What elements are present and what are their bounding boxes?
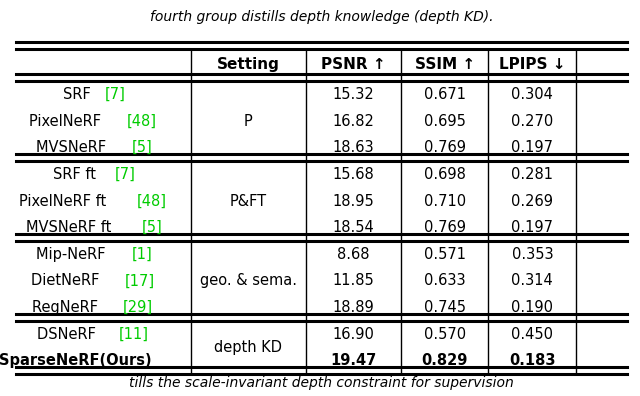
Text: [29]: [29] [124, 300, 154, 315]
Text: depth KD: depth KD [214, 340, 282, 355]
Text: RegNeRF: RegNeRF [33, 300, 103, 315]
Text: DietNeRF: DietNeRF [31, 274, 104, 288]
Text: [7]: [7] [104, 87, 125, 102]
Text: Mip-NeRF: Mip-NeRF [36, 247, 110, 262]
Text: MVSNeRF: MVSNeRF [36, 140, 111, 155]
Text: PixelNeRF: PixelNeRF [29, 114, 106, 129]
Text: SSIM ↑: SSIM ↑ [415, 57, 475, 72]
Text: 0.353: 0.353 [511, 247, 553, 262]
Text: [17]: [17] [125, 274, 155, 288]
Text: 0.314: 0.314 [511, 274, 553, 288]
Text: [7]: [7] [115, 167, 135, 182]
Text: 15.32: 15.32 [332, 87, 374, 102]
Text: 0.304: 0.304 [511, 87, 553, 102]
Text: 0.829: 0.829 [422, 353, 468, 368]
Text: LPIPS ↓: LPIPS ↓ [499, 57, 566, 72]
Text: 0.450: 0.450 [511, 327, 554, 342]
Text: Setting: Setting [217, 57, 280, 72]
Text: PixelNeRF ft: PixelNeRF ft [19, 194, 111, 209]
Text: 0.190: 0.190 [511, 300, 554, 315]
Text: [5]: [5] [141, 220, 163, 235]
Text: 16.82: 16.82 [332, 114, 374, 129]
Text: 15.68: 15.68 [332, 167, 374, 182]
Text: geo. & sema.: geo. & sema. [200, 274, 297, 288]
Text: 18.89: 18.89 [332, 300, 374, 315]
Text: 0.269: 0.269 [511, 194, 554, 209]
Text: 0.710: 0.710 [424, 194, 466, 209]
Text: P: P [244, 114, 253, 129]
Text: 18.54: 18.54 [332, 220, 374, 235]
Text: 0.570: 0.570 [424, 327, 466, 342]
Text: 0.671: 0.671 [424, 87, 466, 102]
Text: 0.281: 0.281 [511, 167, 554, 182]
Text: 0.270: 0.270 [511, 114, 554, 129]
Text: 0.769: 0.769 [424, 140, 466, 155]
Text: [11]: [11] [118, 327, 148, 342]
Text: P&FT: P&FT [230, 194, 267, 209]
Text: [5]: [5] [132, 140, 152, 155]
Text: tills the scale-invariant depth constraint for supervision: tills the scale-invariant depth constrai… [129, 376, 514, 390]
Text: SRF: SRF [63, 87, 95, 102]
Text: 0.197: 0.197 [511, 140, 554, 155]
Text: PSNR ↑: PSNR ↑ [321, 57, 386, 72]
Text: 19.47: 19.47 [330, 353, 376, 368]
Text: 0.633: 0.633 [424, 274, 465, 288]
Text: 18.63: 18.63 [333, 140, 374, 155]
Text: 0.183: 0.183 [509, 353, 556, 368]
Text: [1]: [1] [131, 247, 152, 262]
Text: 0.698: 0.698 [424, 167, 466, 182]
Text: MVSNeRF ft: MVSNeRF ft [26, 220, 116, 235]
Text: 0.769: 0.769 [424, 220, 466, 235]
Text: [48]: [48] [127, 114, 157, 129]
Text: 0.197: 0.197 [511, 220, 554, 235]
Text: 0.745: 0.745 [424, 300, 466, 315]
Text: 18.95: 18.95 [332, 194, 374, 209]
Text: [48]: [48] [137, 194, 167, 209]
Text: 8.68: 8.68 [337, 247, 369, 262]
Text: fourth group distills depth knowledge (depth KD).: fourth group distills depth knowledge (d… [150, 10, 493, 24]
Text: DSNeRF: DSNeRF [37, 327, 100, 342]
Text: 0.695: 0.695 [424, 114, 466, 129]
Text: 0.571: 0.571 [424, 247, 466, 262]
Text: SRF ft: SRF ft [53, 167, 101, 182]
Text: 11.85: 11.85 [332, 274, 374, 288]
Text: 16.90: 16.90 [332, 327, 374, 342]
Text: SparseNeRF(Ours): SparseNeRF(Ours) [0, 353, 152, 368]
